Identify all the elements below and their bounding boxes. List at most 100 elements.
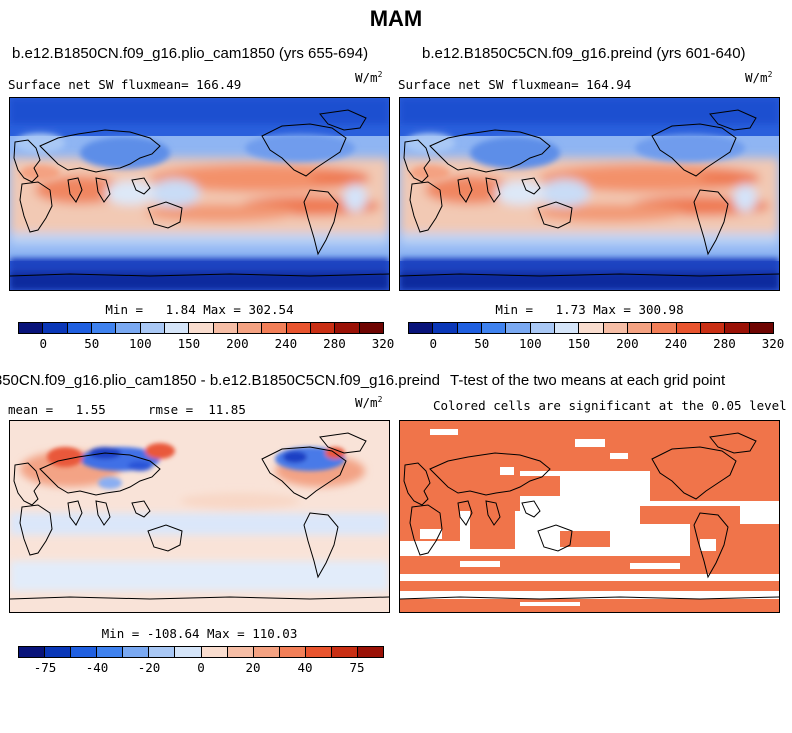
colorbar-swatch xyxy=(286,323,311,333)
colorbar-tick-label: 0 xyxy=(429,336,438,351)
colorbar-swatch xyxy=(97,647,124,657)
colorbar-swatch xyxy=(603,323,628,333)
colorbar-swatch xyxy=(43,323,68,333)
panel2-map xyxy=(399,97,780,291)
panel4-title: T-test of the two means at each grid poi… xyxy=(450,372,726,389)
colorbar-swatch xyxy=(358,647,384,657)
panel2-variable: Surface net SW flux xyxy=(398,77,541,92)
colorbar-tick-label: 280 xyxy=(713,336,736,351)
panel3-map xyxy=(9,420,390,613)
colorbar-swatch xyxy=(116,323,141,333)
panel2-case-title: b.e12.B1850C5CN.f09_g16.preind (yrs 601-… xyxy=(422,45,746,62)
colorbar-tick-label: 40 xyxy=(297,660,313,675)
colorbar-swatch xyxy=(227,647,254,657)
panel2-variable-label: Surface net SW fluxmean= 164.94 xyxy=(398,77,631,92)
panel3-min-value: -108.64 xyxy=(146,626,200,641)
colorbar-swatch xyxy=(305,647,332,657)
colorbar-tick-label: -40 xyxy=(85,660,109,675)
panel3-case-title: b.e12.B1850CN.f09_g16.plio_cam1850 - b.e… xyxy=(0,372,440,389)
panel4-map xyxy=(399,420,780,613)
colorbar-tick-label: 75 xyxy=(349,660,365,675)
colorbar-swatch xyxy=(627,323,653,333)
panel1-minmax: Min = 1.84 Max = 302.54 xyxy=(105,302,294,317)
colorbar-swatch xyxy=(71,647,98,657)
colorbar-tick-label: 200 xyxy=(616,336,639,351)
colorbar-tick-label: -75 xyxy=(33,660,57,675)
colorbar-tick-label: 0 xyxy=(39,336,48,351)
colorbar-swatch xyxy=(279,647,306,657)
colorbar-swatch xyxy=(700,323,726,333)
panel3-units: W/m2 xyxy=(355,395,383,411)
colorbar-swatch xyxy=(164,323,190,333)
colorbar-tick-label: 100 xyxy=(519,336,542,351)
colorbar-swatch xyxy=(140,323,165,333)
panel1-min-value: 1.84 xyxy=(165,302,196,317)
colorbar-swatch xyxy=(45,647,72,657)
colorbar-swatch xyxy=(91,323,117,333)
colorbar-swatch xyxy=(123,647,150,657)
colorbar-tick-label: 200 xyxy=(226,336,249,351)
panel3-max-value: 110.03 xyxy=(252,626,298,641)
panel3-colorbar xyxy=(18,646,384,658)
panel1-map xyxy=(9,97,390,291)
panel3-mean-value: 1.55 xyxy=(75,402,106,417)
colorbar-tick-label: 240 xyxy=(274,336,298,351)
colorbar-swatch xyxy=(457,323,482,333)
panel1-units: W/m2 xyxy=(355,70,383,86)
panel2-minmax: Min = 1.73 Max = 300.98 xyxy=(495,302,684,317)
colorbar-swatch xyxy=(253,647,280,657)
colorbar-swatch xyxy=(409,323,434,333)
panel1-mean: mean= 166.49 xyxy=(151,77,242,92)
colorbar-swatch xyxy=(579,323,604,333)
panel2-units: W/m2 xyxy=(745,70,773,86)
panel1-colorbar xyxy=(18,322,384,334)
colorbar-swatch xyxy=(201,647,228,657)
colorbar-tick-label: 50 xyxy=(84,336,100,351)
colorbar-tick-label: 280 xyxy=(323,336,346,351)
colorbar-tick-label: 150 xyxy=(177,336,201,351)
colorbar-swatch xyxy=(67,323,92,333)
colorbar-swatch xyxy=(506,323,531,333)
colorbar-tick-label: 20 xyxy=(245,660,261,675)
colorbar-tick-label: 240 xyxy=(664,336,688,351)
panel2-mean: mean= 164.94 xyxy=(541,77,632,92)
colorbar-swatch xyxy=(310,323,336,333)
colorbar-tick-label: 100 xyxy=(129,336,152,351)
colorbar-swatch xyxy=(676,323,701,333)
colorbar-swatch xyxy=(237,323,263,333)
colorbar-tick-label: 320 xyxy=(761,336,785,351)
colorbar-swatch xyxy=(335,323,360,333)
colorbar-tick-label: 0 xyxy=(197,660,205,675)
colorbar-swatch xyxy=(359,323,383,333)
panel3-rmse-value: 11.85 xyxy=(208,402,246,417)
colorbar-tick-label: 50 xyxy=(474,336,490,351)
panel3-rmse: rmse = 11.85 xyxy=(148,402,246,417)
colorbar-swatch xyxy=(149,647,176,657)
panel2-max-value: 300.98 xyxy=(638,302,684,317)
panel1-variable: Surface net SW flux xyxy=(8,77,151,92)
colorbar-tick-label: 320 xyxy=(371,336,395,351)
colorbar-swatch xyxy=(725,323,750,333)
colorbar-swatch xyxy=(530,323,555,333)
colorbar-swatch xyxy=(19,323,44,333)
colorbar-swatch xyxy=(262,323,287,333)
panel3-mean: mean = 1.55 xyxy=(8,402,106,417)
colorbar-swatch xyxy=(749,323,773,333)
colorbar-swatch xyxy=(175,647,202,657)
panel3-minmax: Min = -108.64 Max = 110.03 xyxy=(101,626,298,641)
colorbar-swatch xyxy=(554,323,580,333)
panel2-min-value: 1.73 xyxy=(555,302,586,317)
colorbar-swatch xyxy=(652,323,677,333)
colorbar-swatch xyxy=(19,647,46,657)
figure-title: MAM xyxy=(369,6,423,31)
panel1-max-value: 302.54 xyxy=(248,302,294,317)
colorbar-tick-label: -20 xyxy=(137,660,161,675)
panel1-case-title: b.e12.B1850CN.f09_g16.plio_cam1850 (yrs … xyxy=(12,45,369,62)
colorbar-tick-label: 150 xyxy=(567,336,591,351)
colorbar-swatch xyxy=(433,323,458,333)
colorbar-swatch xyxy=(481,323,507,333)
colorbar-swatch xyxy=(331,647,359,657)
panel2-colorbar xyxy=(408,322,774,334)
colorbar-swatch xyxy=(213,323,238,333)
panel1-variable-label: Surface net SW fluxmean= 166.49 xyxy=(8,77,241,92)
